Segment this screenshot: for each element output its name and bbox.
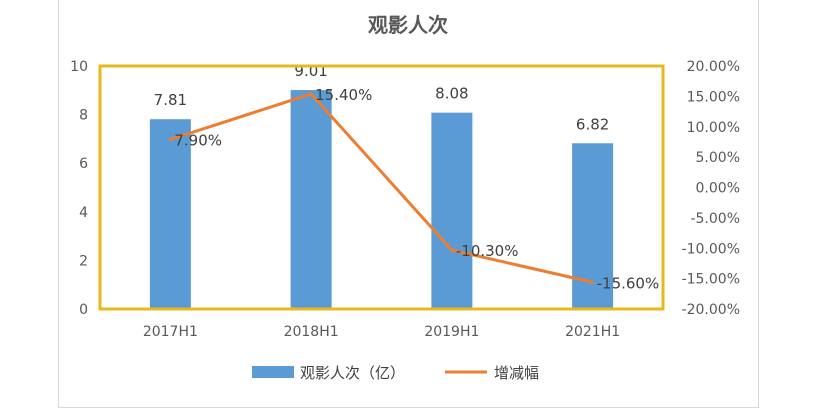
x-axis: 2017H1 2018H1 2019H1 2021H1 <box>143 324 620 340</box>
line-label-2017H1: 7.90% <box>174 132 222 150</box>
line-label-2018H1: 15.40% <box>315 86 372 104</box>
line-point-2019H1 <box>450 248 454 252</box>
right-tick-label: 20.00% <box>687 59 740 75</box>
legend-label-bar: 观影人次（亿） <box>300 364 405 382</box>
x-tick-label: 2017H1 <box>143 324 198 340</box>
x-tick-label: 2019H1 <box>424 324 479 340</box>
right-tick-label: -10.00% <box>682 241 740 257</box>
right-tick-label: -5.00% <box>690 211 740 227</box>
x-tick-label: 2018H1 <box>284 324 339 340</box>
left-tick-label: 8 <box>79 108 88 124</box>
left-axis: 0 2 4 6 8 10 <box>70 59 88 318</box>
line-label-2021H1: -15.60% <box>597 274 660 292</box>
right-tick-label: 0.00% <box>696 181 740 197</box>
x-tick-label: 2021H1 <box>565 324 620 340</box>
legend: 观影人次（亿） 增减幅 <box>252 364 539 382</box>
line-label-2019H1: -10.30% <box>456 242 519 260</box>
right-tick-label: 10.00% <box>687 120 740 136</box>
bar-2018H1 <box>290 90 332 309</box>
chart-title: 观影人次 <box>368 13 448 37</box>
line-path <box>169 92 593 284</box>
legend-swatch-bar <box>252 366 294 378</box>
right-tick-label: -20.00% <box>682 302 740 318</box>
line-point-2018H1 <box>309 92 313 96</box>
bar-series: 7.819.018.086.82 <box>149 62 614 309</box>
right-axis: -20.00% -15.00% -10.00% -5.00% 0.00% 5.00% 10.… <box>682 59 740 318</box>
bar-2017H1 <box>149 119 191 309</box>
left-tick-label: 6 <box>79 156 88 172</box>
bar-label-2019H1: 8.08 <box>435 85 468 103</box>
bar-2019H1 <box>431 112 473 309</box>
right-tick-label: -15.00% <box>682 272 740 288</box>
line-point-2021H1 <box>591 280 595 284</box>
left-tick-label: 10 <box>70 59 88 75</box>
chart-frame <box>58 0 759 408</box>
left-tick-label: 4 <box>79 205 88 221</box>
left-tick-label: 2 <box>79 253 88 269</box>
bar-label-2017H1: 7.81 <box>154 91 187 109</box>
line-point-2017H1 <box>168 138 172 142</box>
legend-label-line: 增减幅 <box>494 364 539 382</box>
right-tick-label: 15.00% <box>687 89 740 105</box>
left-tick-label: 0 <box>79 302 88 318</box>
line-series: 7.90% 15.40% -10.30% -15.60% <box>168 86 660 292</box>
right-tick-label: 5.00% <box>696 150 740 166</box>
plot-area-border <box>98 64 665 311</box>
bar-label-2021H1: 6.82 <box>576 115 609 133</box>
